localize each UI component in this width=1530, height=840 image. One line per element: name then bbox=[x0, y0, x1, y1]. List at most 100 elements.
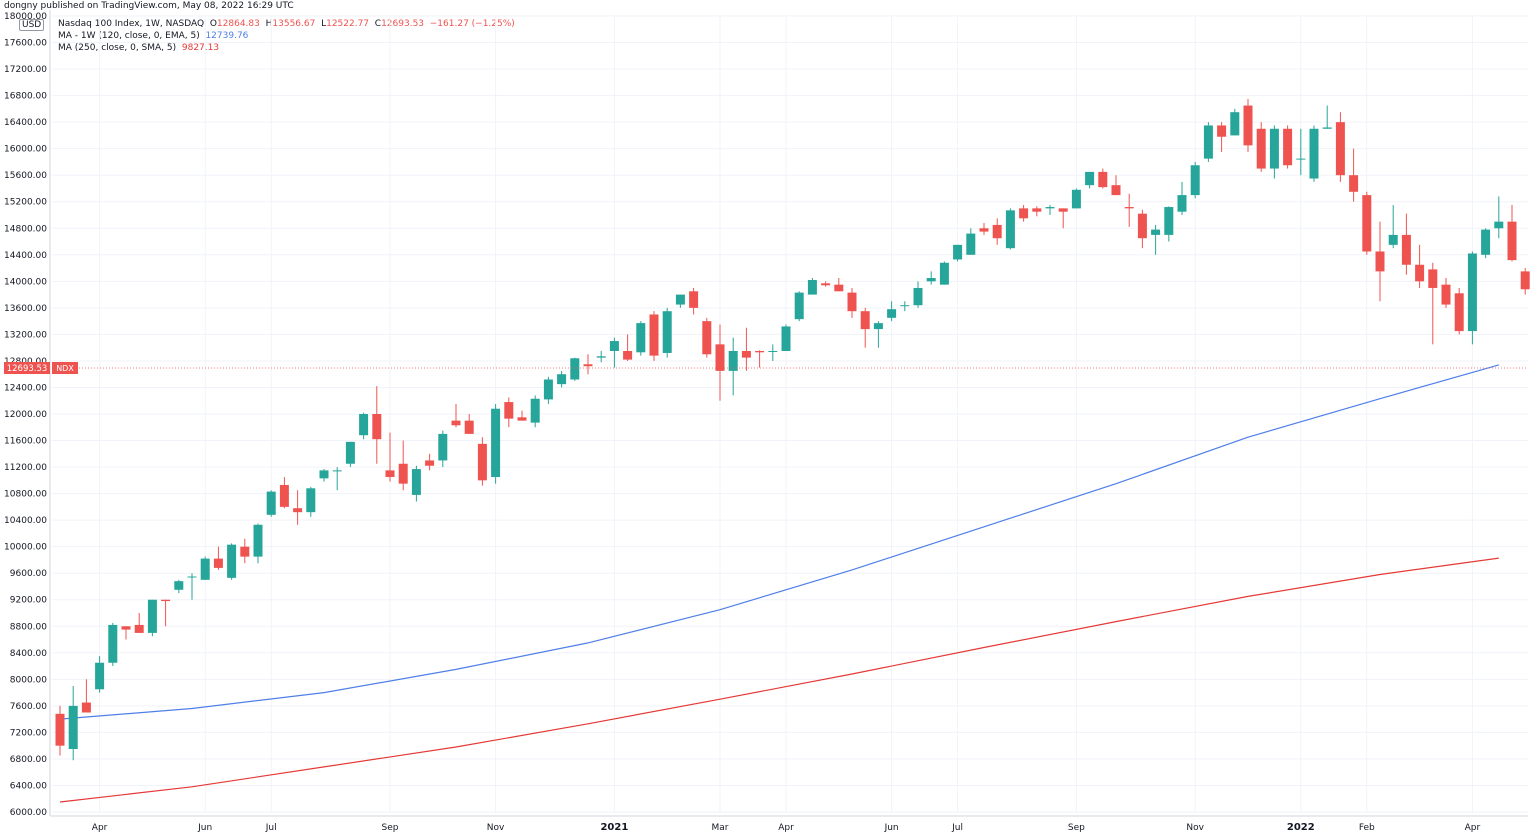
candle-body bbox=[1388, 234, 1398, 245]
candle-body bbox=[1454, 293, 1464, 332]
y-tick-label: 6000.00 bbox=[10, 808, 47, 818]
candle-body bbox=[953, 244, 963, 260]
x-tick-label: Mar bbox=[712, 823, 729, 833]
candle-body bbox=[1177, 195, 1187, 212]
candle-body bbox=[992, 224, 1002, 239]
ema-value: 12739.76 bbox=[205, 31, 249, 41]
candle-body bbox=[1428, 269, 1438, 288]
candle-body bbox=[1071, 189, 1081, 209]
candle-body bbox=[821, 283, 831, 286]
candle-body bbox=[1032, 208, 1042, 212]
legend-ohlc[interactable]: Nasdaq 100 Index, 1W, NASDAQ O12864.83 H… bbox=[58, 18, 515, 30]
candle-body bbox=[161, 599, 171, 602]
candle-body bbox=[477, 443, 487, 481]
candle-body bbox=[385, 470, 395, 478]
candle-body bbox=[662, 311, 672, 353]
candle-body bbox=[1111, 185, 1121, 196]
y-tick-label: 7600.00 bbox=[10, 702, 47, 712]
y-tick-label: 14800.00 bbox=[4, 224, 47, 234]
legend-sma[interactable]: MA (250, close, 0, SMA, 5) 9827.13 bbox=[58, 42, 515, 54]
candle-body bbox=[530, 398, 540, 423]
candle-body bbox=[227, 544, 237, 578]
candle-body bbox=[187, 576, 197, 578]
candle-body bbox=[913, 287, 923, 306]
sma-line bbox=[59, 557, 1499, 803]
legend-ema[interactable]: MA - 1W (120, close, 0, EMA, 5) 12739.76 bbox=[58, 30, 515, 42]
candle-body bbox=[702, 321, 712, 355]
candle-body bbox=[689, 291, 699, 308]
candle-body bbox=[860, 311, 870, 330]
x-tick-label: Jul bbox=[265, 823, 277, 833]
candle-body bbox=[1098, 171, 1108, 188]
candle-body bbox=[1375, 251, 1385, 272]
candle-body bbox=[1467, 253, 1477, 332]
price-label-value: 12693.53 bbox=[7, 364, 48, 374]
y-tick-label: 14000.00 bbox=[4, 277, 47, 287]
candle-body bbox=[755, 350, 765, 353]
candle-body bbox=[1441, 284, 1451, 305]
y-tick-label: 7200.00 bbox=[10, 728, 47, 738]
candle-body bbox=[213, 558, 223, 568]
x-tick-label: 2022 bbox=[1287, 822, 1315, 833]
price-symbol-box bbox=[52, 361, 78, 374]
candle-body bbox=[200, 558, 210, 580]
candle-body bbox=[887, 309, 897, 318]
y-tick-label: 11600.00 bbox=[4, 437, 47, 447]
publisher-note: dongny published on TradingView.com, May… bbox=[4, 1, 294, 11]
candle-body bbox=[979, 228, 989, 232]
candle-body bbox=[147, 599, 157, 633]
candle-body bbox=[1019, 208, 1029, 219]
candle-body bbox=[1296, 158, 1306, 160]
candle-body bbox=[398, 463, 408, 484]
currency-badge[interactable]: USD bbox=[19, 19, 45, 31]
candle-body bbox=[372, 414, 382, 440]
candle-body bbox=[900, 305, 910, 307]
candle-body bbox=[675, 294, 685, 305]
candle-body bbox=[1401, 234, 1411, 265]
candle-body bbox=[1269, 128, 1279, 169]
candle-body bbox=[1362, 195, 1372, 252]
candle-body bbox=[649, 314, 659, 356]
y-tick-label: 13600.00 bbox=[4, 304, 47, 314]
close-value: 12693.53 bbox=[381, 19, 425, 29]
candle-body bbox=[332, 470, 342, 472]
candle-body bbox=[596, 356, 606, 358]
candle-body bbox=[728, 350, 738, 371]
candle-body bbox=[807, 280, 817, 295]
candle-body bbox=[781, 326, 791, 351]
candle-body bbox=[174, 581, 184, 590]
sma-value: 9827.13 bbox=[181, 43, 220, 53]
candle-body bbox=[491, 408, 501, 478]
y-tick-label: 10800.00 bbox=[4, 490, 47, 500]
y-tick-label: 10400.00 bbox=[4, 516, 47, 526]
candle-body bbox=[517, 417, 527, 421]
y-tick-label: 8400.00 bbox=[10, 649, 47, 659]
y-tick-label: 15200.00 bbox=[4, 198, 47, 208]
y-tick-label: 16800.00 bbox=[4, 92, 47, 102]
candle-body bbox=[636, 323, 646, 353]
candle-body bbox=[438, 433, 448, 461]
candle-body bbox=[873, 323, 883, 330]
candle-body bbox=[1151, 229, 1161, 235]
y-tick-label: 12800.00 bbox=[4, 357, 47, 367]
y-tick-label: 6400.00 bbox=[10, 781, 47, 791]
candle-body bbox=[1507, 221, 1517, 261]
candle-body bbox=[583, 364, 593, 367]
candle-body bbox=[966, 233, 976, 255]
candle-body bbox=[768, 350, 778, 352]
candle-body bbox=[121, 626, 131, 630]
candle-body bbox=[557, 374, 567, 385]
y-tick-label: 16400.00 bbox=[4, 118, 47, 128]
candle-body bbox=[1217, 125, 1227, 137]
candle-body bbox=[306, 488, 316, 513]
candle-body bbox=[570, 358, 580, 380]
candle-body bbox=[1124, 207, 1134, 209]
candle-body bbox=[1520, 271, 1530, 290]
candle-body bbox=[1322, 127, 1332, 129]
y-tick-label: 8000.00 bbox=[10, 675, 47, 685]
candle-body bbox=[319, 470, 329, 479]
candle-body bbox=[1335, 122, 1345, 176]
candle-body bbox=[1058, 208, 1068, 212]
legend: Nasdaq 100 Index, 1W, NASDAQ O12864.83 H… bbox=[58, 18, 515, 54]
